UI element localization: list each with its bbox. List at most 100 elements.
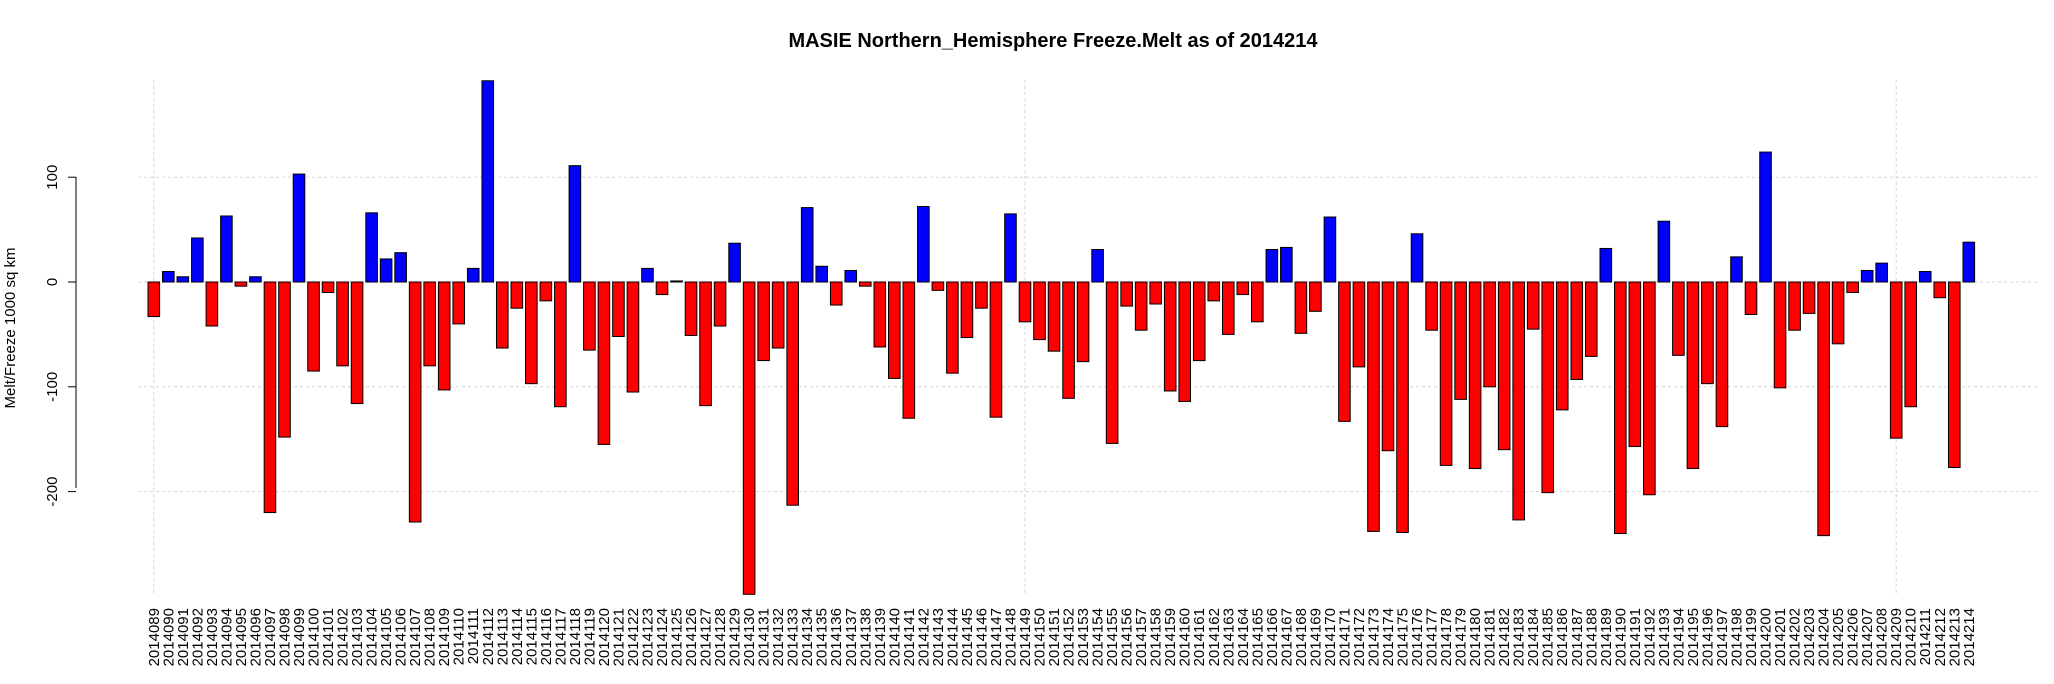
x-tick-label: 2014198 (1728, 608, 1745, 666)
x-tick-label: 2014101 (320, 608, 337, 666)
x-tick-label: 2014120 (596, 608, 613, 666)
bar-2014178 (1439, 281, 1453, 466)
x-tick-label: 2014174 (1380, 608, 1397, 666)
bar-2014120 (597, 281, 611, 445)
bar-2014131 (757, 281, 770, 362)
x-tick-label: 2014182 (1496, 608, 1513, 666)
bar-2014110 (452, 281, 466, 325)
bar-2014118 (568, 165, 582, 283)
bar-2014190 (1614, 281, 1627, 535)
bar-2014126 (684, 281, 698, 336)
bar-2014196 (1701, 281, 1714, 385)
bar-2014112 (481, 80, 495, 283)
bar-2014109 (437, 281, 451, 391)
x-tick-label: 2014133 (785, 608, 802, 666)
x-tick-label: 2014194 (1670, 608, 1687, 666)
bar-2014116 (539, 281, 553, 302)
x-tick-label: 2014130 (741, 608, 758, 666)
x-tick-label: 2014193 (1656, 608, 1673, 666)
bar-2014194 (1672, 281, 1685, 356)
x-tick-label: 2014131 (756, 608, 773, 666)
bar-2014094 (220, 215, 233, 283)
x-tick-label: 2014094 (218, 608, 235, 666)
bar-2014108 (423, 281, 436, 367)
bar-2014100 (307, 281, 320, 372)
bar-2014201 (1773, 281, 1787, 389)
bar-2014146 (975, 281, 988, 309)
x-tick-label: 2014202 (1787, 608, 1804, 666)
bar-2014155 (1105, 281, 1119, 444)
x-tick-label: 2014110 (451, 608, 468, 665)
bar-2014125 (670, 280, 683, 283)
x-tick-label: 2014153 (1075, 608, 1092, 666)
bar-2014164 (1236, 281, 1250, 296)
x-tick-label: 2014111 (465, 608, 482, 664)
bar-2014107 (408, 281, 422, 523)
x-tick-label: 2014178 (1438, 608, 1455, 666)
bar-2014111 (466, 267, 480, 283)
x-tick-label: 2014100 (306, 608, 323, 666)
bar-2014132 (771, 281, 785, 349)
bar-2014207 (1860, 269, 1874, 283)
bar-2014188 (1584, 281, 1598, 357)
bar-2014210 (1904, 281, 1918, 408)
bar-2014156 (1120, 281, 1133, 307)
bar-2014117 (554, 281, 567, 408)
x-tick-label: 2014140 (886, 608, 903, 666)
bar-2014198 (1730, 256, 1743, 283)
bar-2014177 (1425, 281, 1438, 331)
x-tick-label: 2014099 (291, 608, 308, 666)
bar-2014127 (699, 281, 712, 407)
x-tick-label: 2014098 (276, 608, 293, 666)
x-tick-label: 2014138 (857, 608, 874, 666)
x-tick-label: 2014159 (1162, 608, 1179, 666)
bar-2014181 (1483, 281, 1496, 388)
bar-2014186 (1555, 281, 1569, 411)
y-axis-ticks: -200 -100 0 100 (44, 165, 76, 507)
x-tick-label: 2014090 (160, 608, 177, 666)
x-tick-label: 2014188 (1583, 608, 1600, 666)
x-tick-label: 2014096 (247, 608, 264, 666)
bar-2014184 (1526, 281, 1540, 330)
x-tick-label: 2014149 (1017, 608, 1034, 666)
bar-2014091 (176, 276, 190, 283)
bar-2014151 (1047, 281, 1061, 352)
bar-2014169 (1309, 281, 1322, 312)
x-tick-label: 2014108 (422, 608, 439, 666)
bar-2014152 (1062, 281, 1075, 399)
x-tick-label: 2014142 (915, 608, 932, 666)
bar-2014144 (946, 281, 959, 374)
x-tick-label: 2014171 (1336, 608, 1353, 666)
bar-2014214 (1962, 241, 1976, 283)
x-tick-label: 2014210 (1903, 608, 1920, 666)
bar-2014195 (1686, 281, 1700, 470)
x-axis-tick-labels: 2014089201409020140912014092201409320140… (146, 608, 1978, 666)
x-tick-label: 2014102 (335, 608, 352, 666)
x-tick-label: 2014213 (1946, 608, 1963, 666)
x-tick-label: 2014181 (1482, 608, 1499, 666)
bar-2014150 (1033, 281, 1046, 341)
y-axis-label: Melt/Freeze 1000 sq km (2, 248, 19, 409)
bar-2014119 (583, 281, 596, 351)
bar-2014200 (1759, 151, 1772, 283)
bar-2014168 (1294, 281, 1308, 334)
x-tick-label: 2014164 (1235, 608, 1252, 666)
bar-2014139 (873, 281, 887, 348)
x-tick-label: 2014118 (567, 608, 584, 665)
bar-2014212 (1933, 281, 1947, 299)
bar-2014135 (815, 265, 829, 283)
x-tick-label: 2014109 (436, 608, 453, 666)
x-tick-label: 2014195 (1685, 608, 1702, 666)
bar-2014148 (1004, 213, 1017, 283)
x-tick-label: 2014137 (843, 608, 860, 666)
bar-2014133 (786, 281, 799, 506)
bar-2014142 (917, 206, 930, 283)
bar-2014130 (742, 281, 756, 595)
bar-2014104 (365, 212, 378, 283)
x-tick-label: 2014179 (1453, 608, 1470, 666)
bar-2014185 (1541, 281, 1555, 494)
x-tick-label: 2014117 (552, 608, 569, 665)
bar-2014159 (1163, 281, 1177, 392)
bar-2014165 (1251, 281, 1264, 323)
x-tick-label: 2014207 (1859, 608, 1876, 666)
